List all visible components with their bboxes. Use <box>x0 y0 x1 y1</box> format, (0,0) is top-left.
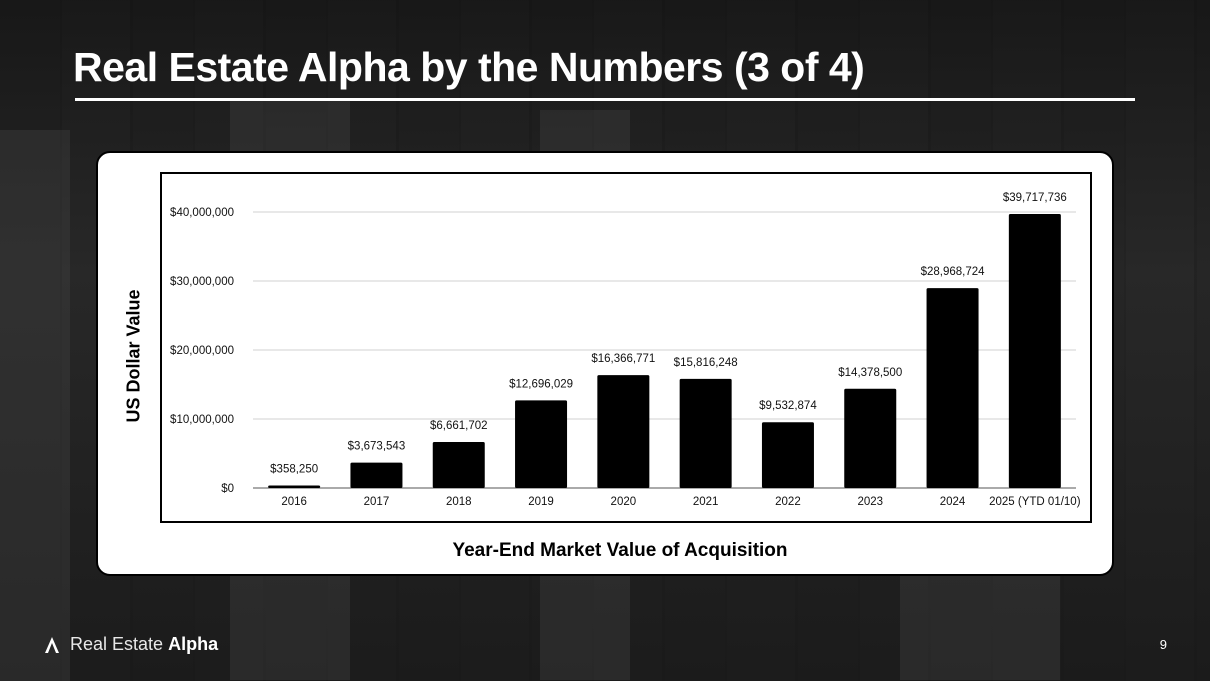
bar <box>597 375 650 488</box>
x-tick-label: 2017 <box>364 496 390 508</box>
logo-text-bold: Alpha <box>168 634 219 654</box>
x-tick-label: 2018 <box>446 496 472 508</box>
bar <box>1008 213 1061 488</box>
x-tick-label: 2024 <box>940 496 966 508</box>
data-label: $14,378,500 <box>838 367 902 379</box>
brand-logo: Real Estate Alpha <box>44 634 218 655</box>
data-label: $39,717,736 <box>1003 192 1067 204</box>
x-tick-label: 2023 <box>857 496 883 508</box>
y-tick-label: $30,000,000 <box>170 276 234 288</box>
y-tick-label: $20,000,000 <box>170 345 234 357</box>
page-number: 9 <box>1159 637 1167 652</box>
x-tick-label: 2021 <box>693 496 719 508</box>
bar <box>844 388 897 488</box>
data-label: $358,250 <box>270 464 318 476</box>
x-tick-label: 2025 (YTD 01/10) <box>989 496 1081 508</box>
bar <box>926 288 979 488</box>
x-axis-label: Year-End Market Value of Acquisition <box>452 540 788 561</box>
y-tick-label: $0 <box>221 483 234 495</box>
data-label: $28,968,724 <box>921 266 986 278</box>
bar <box>679 378 732 488</box>
slide-title: Real Estate Alpha by the Numbers (3 of 4… <box>73 44 865 90</box>
x-tick-label: 2016 <box>281 496 307 508</box>
data-label: $12,696,029 <box>509 378 573 390</box>
alpha-logo-icon <box>45 636 59 653</box>
bar <box>761 422 814 488</box>
x-tick-label: 2019 <box>528 496 554 508</box>
y-tick-label: $10,000,000 <box>170 414 234 426</box>
data-label: $3,673,543 <box>348 441 406 453</box>
x-tick-label: 2020 <box>611 496 637 508</box>
bar <box>268 485 321 488</box>
data-label: $16,366,771 <box>591 353 655 365</box>
bar <box>432 442 485 488</box>
data-label: $6,661,702 <box>430 420 488 432</box>
data-label: $15,816,248 <box>674 357 738 369</box>
logo-text-light: Real Estate <box>70 634 164 654</box>
title-underline <box>75 98 1135 101</box>
y-tick-label: $40,000,000 <box>170 207 234 219</box>
data-label: $9,532,874 <box>759 400 817 412</box>
bar <box>515 400 568 488</box>
bar <box>350 462 403 488</box>
x-tick-label: 2022 <box>775 496 801 508</box>
